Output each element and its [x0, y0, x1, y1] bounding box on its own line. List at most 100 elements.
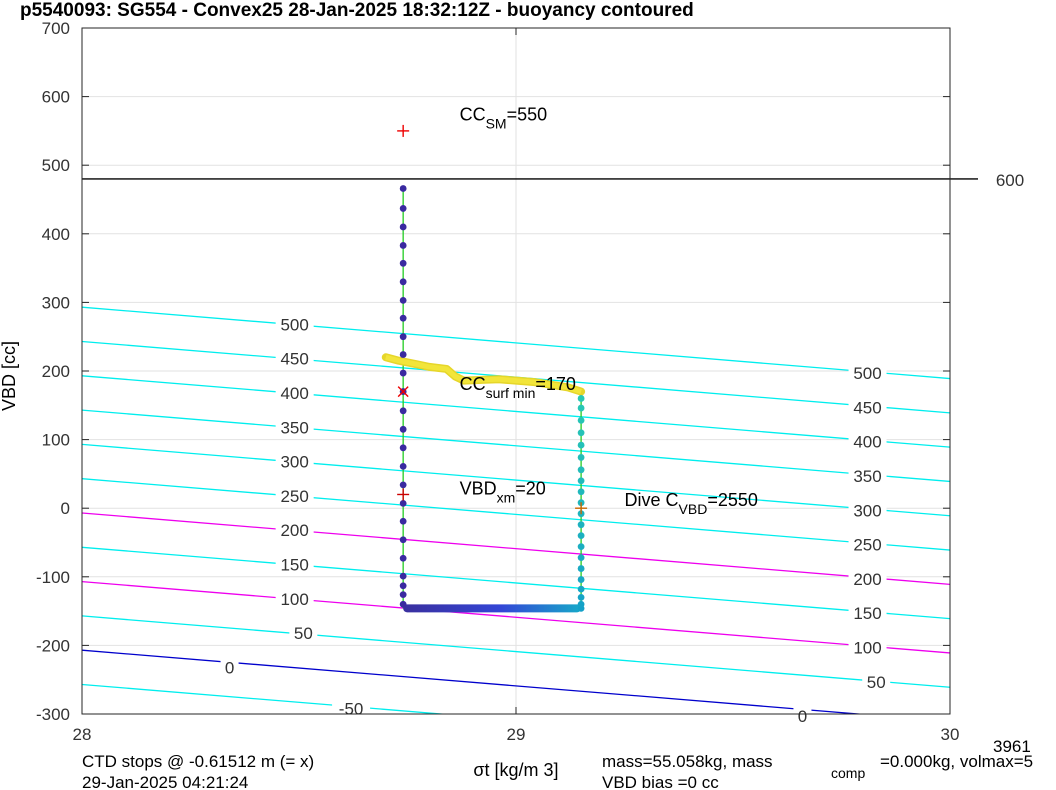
contour-label-bg: [275, 347, 314, 368]
contour-label-right: 300: [853, 501, 881, 520]
y-axis-label: VBD [cc]: [0, 341, 19, 411]
contour-line: [82, 409, 950, 483]
annotation-label: Dive CVBD=2550: [625, 490, 758, 517]
contour-label-right: 400: [853, 433, 881, 452]
contour-label-bg: [862, 670, 891, 691]
annotation-label: CCSM=550: [460, 105, 548, 132]
footer-corner-number: 3961: [993, 737, 1031, 756]
annotation-main: CC: [460, 374, 486, 394]
ascent-point: [577, 521, 585, 529]
contour-label-bg: [848, 533, 887, 554]
descent-point: [399, 407, 407, 415]
y-tick-label: 200: [42, 362, 70, 381]
annotation-label: VBDxm=20: [460, 478, 546, 505]
descent-point: [399, 314, 407, 322]
descent-point: [399, 554, 407, 562]
y-tick-label: 0: [61, 499, 70, 518]
footer-mass-sub: comp: [831, 765, 865, 781]
y-tick-label: -300: [36, 705, 70, 724]
ascent-point: [577, 488, 585, 496]
ascent-point: [577, 600, 585, 608]
descent-point: [399, 351, 407, 358]
descent-point: [399, 536, 407, 544]
contour-label-left: -50: [339, 700, 364, 719]
contour-line: [82, 683, 449, 714]
contour-label-bg: [275, 519, 314, 540]
x-axis-label: σt [kg/m 3]: [473, 760, 558, 780]
y-tick-label: 500: [42, 156, 70, 175]
footer-timestamp: 29-Jan-2025 04:21:24: [82, 773, 248, 790]
annotation-sub: surf min: [486, 385, 536, 401]
ascent-point: [577, 404, 585, 412]
annotation-main: VBD: [460, 478, 497, 498]
contour-line: [82, 615, 950, 688]
contour-label-bg: [275, 381, 314, 402]
y-tick-label: 400: [42, 225, 70, 244]
contour-label-bg: [848, 499, 887, 520]
contour-label-left: 450: [280, 350, 308, 369]
descent-point: [399, 369, 407, 377]
contour-label-bg: [848, 430, 887, 451]
y-tick-label: 600: [42, 88, 70, 107]
annotation-sub: xm: [497, 489, 516, 505]
contour-label-bg: [275, 416, 314, 437]
descent-point: [399, 242, 407, 249]
dive-track: [381, 185, 586, 613]
contour-line: [82, 375, 950, 448]
contour-label-left: 150: [280, 555, 308, 574]
contour-line: [82, 546, 950, 620]
ascent-point: [577, 585, 585, 593]
x-tick-label: 28: [73, 725, 92, 744]
descent-point: [399, 582, 407, 590]
contour-label-bg: [220, 656, 239, 677]
x-tick-label: 30: [941, 725, 960, 744]
contour-label-bg: [848, 396, 887, 417]
contour-label-left: 100: [280, 590, 308, 609]
contour-label-left: 400: [280, 384, 308, 403]
contour-label-bg: [848, 362, 887, 383]
descent-point: [399, 223, 407, 231]
annotation-main: Dive C: [625, 490, 679, 510]
contour-label-left: 300: [280, 453, 308, 472]
ascent-point: [577, 395, 585, 402]
footer-volmax: =0.000kg, volmax=5: [880, 752, 1033, 771]
x-tick-label: 29: [507, 725, 526, 744]
contour-label-bg: [275, 313, 314, 334]
contour-label-bg: [793, 705, 812, 726]
contour-label-bg: [848, 464, 887, 485]
contour-label-left: 500: [280, 315, 308, 334]
annotation-value: =550: [507, 105, 548, 125]
contour-line: [82, 478, 950, 551]
ascent-point: [577, 454, 585, 461]
contour-label-left: 350: [280, 418, 308, 437]
descent-point: [399, 296, 407, 304]
y-tick-label: -100: [36, 568, 70, 587]
contour-label-bg: [275, 484, 314, 505]
contour-label-right: 250: [853, 536, 881, 555]
contour-label-right: 500: [853, 364, 881, 383]
annotation-sub: SM: [486, 116, 507, 132]
footer-vbd-bias: VBD bias =0 cc: [602, 773, 719, 790]
contour-label-right: 200: [853, 570, 881, 589]
contour-label-right: 350: [853, 467, 881, 486]
contour-line: [82, 306, 950, 380]
y-tick-label: 300: [42, 293, 70, 312]
contour-label-bg: [332, 697, 371, 718]
descent-point: [399, 572, 407, 580]
descent-point: [399, 517, 407, 525]
contour-label-right: 150: [853, 604, 881, 623]
chart-title: p5540093: SG554 - Convex25 28-Jan-2025 1…: [20, 0, 694, 21]
contour-label-right: 450: [853, 398, 881, 417]
reference-line-label: 600: [996, 171, 1024, 190]
ascent-point: [577, 429, 585, 437]
descent-point: [399, 278, 407, 286]
contour-label-left: 0: [225, 658, 234, 677]
marker-cross: [397, 386, 409, 398]
contour-label-right: 0: [798, 707, 807, 726]
ascent-point: [577, 576, 585, 583]
contour-label-left: 200: [280, 521, 308, 540]
contour-label-left: 250: [280, 487, 308, 506]
contour-line: [82, 443, 950, 517]
markers: [397, 124, 588, 515]
descent-point: [399, 333, 407, 341]
